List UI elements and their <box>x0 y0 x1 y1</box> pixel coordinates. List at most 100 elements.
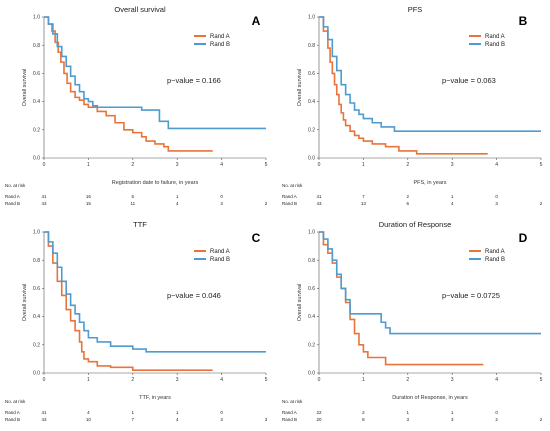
risk-count: 7 <box>132 417 135 422</box>
x-tick-label: 5 <box>540 162 543 168</box>
risk-count: 20 <box>316 417 322 422</box>
risk-count: 1 <box>451 194 454 199</box>
y-tick-label: 1.0 <box>33 230 40 236</box>
risk-count: 0 <box>495 410 498 415</box>
risk-count: 4 <box>176 417 179 422</box>
panel-letter: C <box>252 231 261 245</box>
x-tick-label: 2 <box>406 162 409 168</box>
risk-row-label: Rand B <box>282 201 297 206</box>
panel-b: 0.0 0.2 0.4 0.6 0.8 1.0 0 1 2 3 4 5 PFS PFS, in years… <box>282 5 543 206</box>
risk-count: 15 <box>86 201 92 206</box>
y-tick-label: 0.8 <box>308 258 315 264</box>
risk-count: 1 <box>176 194 179 199</box>
km-curve-rand-a <box>319 231 484 366</box>
x-tick-label: 3 <box>176 162 179 168</box>
x-tick-label: 5 <box>265 162 268 168</box>
risk-count: 2 <box>540 417 543 422</box>
x-tick-label: 0 <box>318 377 321 383</box>
y-tick-label: 0.2 <box>308 127 315 133</box>
x-tick-label: 0 <box>43 377 46 383</box>
km-curve-rand-b <box>44 231 266 353</box>
y-axis-title: Overall survival <box>297 284 303 322</box>
risk-count: 1 <box>176 410 179 415</box>
y-tick-label: 0.0 <box>308 156 315 162</box>
y-tick-label: 1.0 <box>308 230 315 236</box>
panel-letter: A <box>252 14 261 28</box>
y-tick-label: 0.4 <box>33 314 40 320</box>
risk-count: 43 <box>41 417 47 422</box>
risk-count: 0 <box>220 194 223 199</box>
y-tick-label: 0.6 <box>308 71 315 77</box>
risk-count: 2 <box>407 194 410 199</box>
x-axis-title: TTF, in years <box>139 395 171 401</box>
x-tick-label: 2 <box>406 377 409 383</box>
risk-row-label: Rand B <box>5 417 20 422</box>
x-tick-label: 2 <box>131 377 134 383</box>
x-tick-label: 1 <box>362 162 365 168</box>
legend-label: Rand A <box>485 249 505 255</box>
risk-count: 41 <box>316 194 322 199</box>
legend-label: Rand B <box>210 42 230 48</box>
km-curve-rand-a <box>319 16 488 155</box>
legend: Rand A Rand B <box>469 249 505 263</box>
risk-row-label: Rand A <box>282 410 297 415</box>
y-tick-label: 0.2 <box>308 342 315 348</box>
risk-count: 43 <box>316 201 322 206</box>
legend-label: Rand A <box>210 249 230 255</box>
y-axis-title: Overall survival <box>22 284 28 322</box>
y-tick-label: 0.6 <box>33 286 40 292</box>
risk-count: 11 <box>130 201 135 206</box>
legend-label: Rand A <box>210 34 230 40</box>
risk-count: 41 <box>41 410 47 415</box>
risk-count: 10 <box>86 417 92 422</box>
risk-count: 0 <box>220 410 223 415</box>
chart-title: PFS <box>408 5 423 14</box>
risk-count: 16 <box>86 194 92 199</box>
y-tick-label: 1.0 <box>33 15 40 21</box>
x-tick-label: 0 <box>43 162 46 168</box>
legend: Rand A Rand B <box>194 34 230 48</box>
y-tick-label: 0.4 <box>308 314 315 320</box>
risk-table-header: No. at risk <box>5 399 26 404</box>
legend: Rand A Rand B <box>194 249 230 263</box>
risk-count: 1 <box>132 410 135 415</box>
risk-table-header: No. at risk <box>282 183 303 188</box>
x-tick-label: 1 <box>362 377 365 383</box>
x-tick-label: 1 <box>87 162 90 168</box>
x-tick-label: 4 <box>495 377 498 383</box>
y-tick-label: 0.4 <box>33 99 40 105</box>
risk-count: 13 <box>361 201 367 206</box>
x-axis-title: Registration date to failure, in years <box>112 180 199 186</box>
y-tick-label: 1.0 <box>308 15 315 21</box>
p-value-annotation: p−value = 0.046 <box>167 291 221 300</box>
x-tick-label: 5 <box>540 377 543 383</box>
risk-count: 3 <box>220 201 223 206</box>
panel-c: 0.0 0.2 0.4 0.6 0.8 1.0 0 1 2 3 4 5 TTF TTF, in years… <box>5 220 268 422</box>
km-curve-rand-a <box>44 231 213 371</box>
risk-table-header: No. at risk <box>282 399 303 404</box>
y-axis-title: Overall survival <box>22 69 28 107</box>
legend-label: Rand B <box>210 257 230 263</box>
y-tick-label: 0.8 <box>308 43 315 49</box>
risk-row-label: Rand A <box>5 410 20 415</box>
y-axis-title: Overall survival <box>297 69 303 107</box>
risk-count: 0 <box>495 194 498 199</box>
risk-row-label: Rand A <box>282 194 297 199</box>
risk-count: 5 <box>132 194 135 199</box>
km-curve-rand-b <box>319 231 541 335</box>
x-axis-title: PFS, in years <box>413 180 446 186</box>
legend-label: Rand A <box>485 34 505 40</box>
x-tick-label: 4 <box>495 162 498 168</box>
x-tick-label: 3 <box>451 377 454 383</box>
risk-row-label: Rand A <box>5 194 20 199</box>
axes <box>42 231 267 375</box>
risk-count: 3 <box>265 417 268 422</box>
y-tick-label: 0.6 <box>308 286 315 292</box>
y-tick-label: 0.8 <box>33 258 40 264</box>
risk-count: 3 <box>407 417 410 422</box>
y-tick-label: 0.6 <box>33 71 40 77</box>
p-value-annotation: p−value = 0.063 <box>442 76 496 85</box>
x-tick-label: 5 <box>265 377 268 383</box>
risk-count: 1 <box>407 410 410 415</box>
